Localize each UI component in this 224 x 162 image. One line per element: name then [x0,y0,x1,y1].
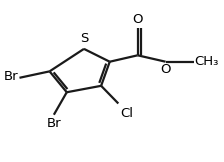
Text: Cl: Cl [121,107,134,120]
Text: S: S [80,32,88,45]
Text: CH₃: CH₃ [195,55,219,68]
Text: O: O [160,63,171,76]
Text: O: O [132,13,143,26]
Text: Br: Br [4,70,18,83]
Text: Br: Br [47,117,61,130]
